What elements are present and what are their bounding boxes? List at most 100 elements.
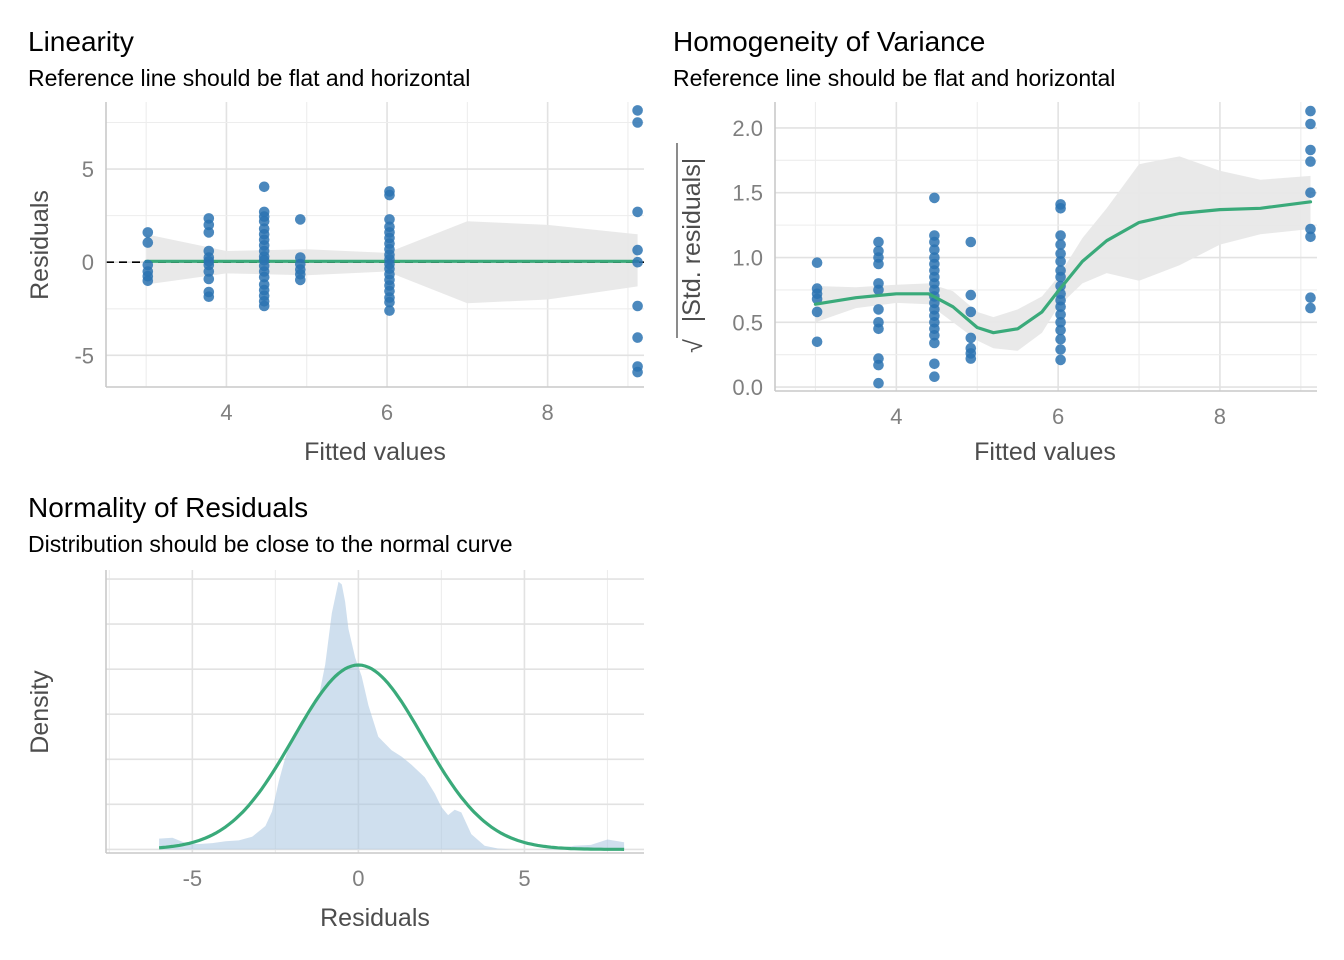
data-point — [384, 214, 395, 225]
data-point — [811, 293, 823, 305]
data-point — [811, 306, 823, 318]
homogeneity-smooth-line — [813, 200, 1313, 335]
density-area — [159, 581, 625, 850]
data-point — [632, 332, 643, 343]
data-point — [632, 366, 643, 378]
data-point — [929, 330, 940, 341]
y-tick-label: -5 — [74, 343, 94, 368]
x-tick-label: -5 — [183, 866, 203, 891]
homogeneity-grid — [775, 102, 1317, 391]
data-point — [632, 244, 643, 256]
data-point — [632, 300, 643, 312]
homogeneity-points — [811, 105, 1316, 389]
data-point — [1305, 302, 1316, 314]
homogeneity-x-label: Fitted values — [974, 438, 1116, 466]
linearity-y-label: Residuals — [26, 190, 54, 300]
data-point — [965, 353, 977, 364]
homogeneity-panel: Homogeneity of Variance Reference line s… — [673, 26, 1317, 466]
linearity-panel: Linearity Reference line should be flat … — [26, 26, 644, 466]
data-point — [142, 275, 154, 287]
data-point — [1055, 309, 1066, 320]
linearity-subtitle: Reference line should be flat and horizo… — [28, 65, 470, 91]
x-tick-label: 4 — [890, 404, 902, 429]
data-point — [873, 377, 884, 389]
y-tick-label: 0.5 — [732, 310, 763, 335]
data-point — [632, 105, 643, 116]
normality-axes: -5 0 5 — [105, 570, 644, 891]
x-tick-label: 0 — [352, 866, 364, 891]
data-point — [1055, 354, 1066, 366]
y-tick-label: 0 — [82, 250, 94, 275]
data-point — [142, 227, 154, 238]
data-point — [965, 236, 977, 248]
data-point — [258, 181, 270, 193]
data-point — [258, 271, 270, 283]
linearity-axes: 4 6 8 -5 0 5 — [74, 102, 644, 425]
data-point — [203, 227, 215, 238]
data-point — [929, 337, 940, 349]
data-point — [929, 236, 940, 248]
data-point — [1305, 105, 1316, 117]
normal-curve — [158, 663, 625, 851]
data-point — [1055, 248, 1066, 259]
homogeneity-y-label-text: |Std. residuals| — [678, 158, 706, 322]
x-tick-label: 5 — [518, 866, 530, 891]
data-point — [811, 336, 823, 348]
normality-density-area — [159, 581, 625, 850]
data-point — [1305, 292, 1316, 304]
data-point — [873, 359, 884, 371]
data-point — [1305, 118, 1316, 130]
data-point — [632, 206, 643, 218]
data-point — [1055, 256, 1066, 267]
data-point — [1305, 223, 1316, 235]
data-point — [258, 300, 270, 312]
y-tick-label: 1.5 — [732, 181, 763, 206]
data-point — [929, 371, 940, 383]
data-point — [295, 274, 306, 286]
data-point — [295, 214, 306, 225]
data-point — [965, 332, 977, 344]
data-point — [1305, 144, 1316, 156]
y-tick-label: 2.0 — [732, 116, 763, 141]
data-point — [203, 219, 215, 231]
data-point — [1055, 324, 1066, 336]
data-point — [1055, 301, 1066, 313]
data-point — [873, 258, 884, 270]
x-tick-label: 8 — [542, 400, 554, 425]
y-tick-label: 5 — [82, 157, 94, 182]
data-point — [873, 323, 884, 335]
data-point — [1055, 239, 1066, 250]
data-point — [632, 256, 643, 268]
data-point — [142, 237, 154, 248]
data-point — [384, 296, 395, 308]
data-point — [1055, 203, 1066, 214]
data-point — [258, 215, 270, 227]
homogeneity-y-label: |Std. residuals| √ — [676, 143, 708, 353]
x-tick-label: 4 — [220, 400, 232, 425]
data-point — [1055, 317, 1066, 328]
x-tick-label: 8 — [1214, 404, 1226, 429]
data-point — [1305, 156, 1316, 167]
data-point — [384, 189, 395, 201]
data-point — [873, 284, 884, 296]
y-tick-label: 0.0 — [732, 375, 763, 400]
homogeneity-subtitle: Reference line should be flat and horizo… — [673, 65, 1115, 91]
data-point — [811, 257, 823, 269]
normality-normal-curve — [158, 663, 625, 851]
x-tick-label: 6 — [1052, 404, 1064, 429]
data-point — [965, 306, 977, 318]
normality-panel: Normality of Residuals Distribution shou… — [26, 492, 644, 932]
data-point — [384, 305, 395, 316]
data-point — [1055, 333, 1066, 345]
normality-subtitle: Distribution should be close to the norm… — [28, 531, 513, 557]
linearity-points — [142, 105, 643, 378]
sqrt-symbol: √ — [680, 339, 708, 353]
homogeneity-title: Homogeneity of Variance — [673, 26, 985, 57]
data-point — [1305, 187, 1316, 198]
data-point — [965, 289, 977, 301]
data-point — [929, 192, 940, 204]
data-point — [929, 358, 940, 370]
linearity-title: Linearity — [28, 26, 134, 57]
normality-y-label: Density — [26, 670, 54, 754]
